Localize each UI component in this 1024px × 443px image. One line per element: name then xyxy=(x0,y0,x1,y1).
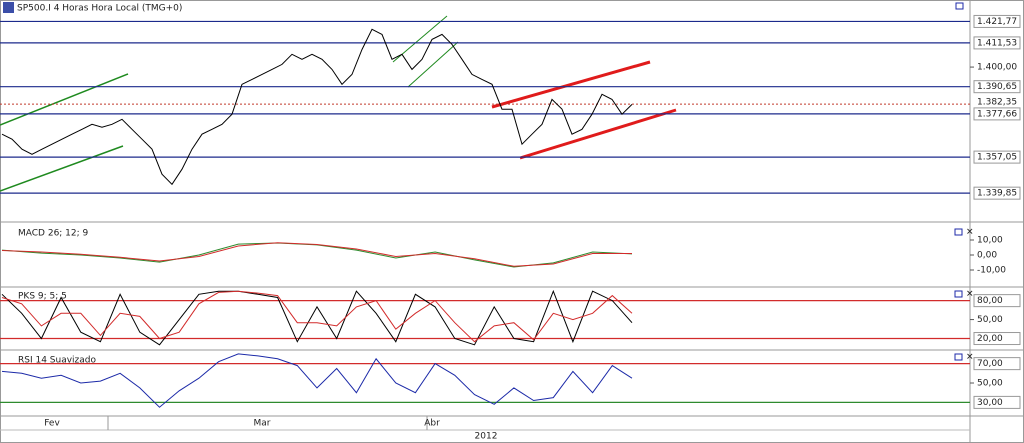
level-label: 1.390,65 xyxy=(977,82,1017,92)
trend-line xyxy=(0,73,129,126)
panel-title: MACD 26; 12; 9 xyxy=(18,229,89,239)
level-box xyxy=(973,357,1021,371)
maximize-icon[interactable] xyxy=(954,353,963,361)
level-box xyxy=(973,395,1021,409)
y-tick-label: 1.400,00 xyxy=(977,63,1017,73)
x-tick-label: Mar xyxy=(254,419,271,429)
level-box xyxy=(973,150,1021,164)
close-icon[interactable]: ✕ xyxy=(966,290,974,300)
panel-title: RSI 14 Suavizado xyxy=(18,356,97,366)
series-line xyxy=(1,289,633,346)
y-tick-label: 50,00 xyxy=(977,315,1003,325)
y-tick-label: 10,00 xyxy=(977,236,1003,246)
y-tick-label: 0,00 xyxy=(977,251,997,261)
symbol-icon[interactable] xyxy=(3,2,14,13)
y-tick-label: -10,00 xyxy=(977,266,1006,276)
level-box xyxy=(973,80,1021,94)
level-label: 1.357,05 xyxy=(977,153,1017,163)
channel-line xyxy=(519,108,677,160)
x-tick-label: Abr xyxy=(424,419,440,429)
level-box xyxy=(973,14,1021,28)
panel-title: PKS 9; 5; 5 xyxy=(18,292,67,302)
level-label: 1.411,53 xyxy=(977,38,1017,48)
maximize-icon[interactable] xyxy=(954,228,963,236)
level-box xyxy=(973,36,1021,50)
channel-line xyxy=(491,60,651,109)
panel-icons: ✕ ✕ ✕ xyxy=(954,2,974,363)
level-box xyxy=(973,294,1021,308)
maximize-icon[interactable] xyxy=(955,2,964,10)
level-label: 1.339,85 xyxy=(977,189,1017,199)
y-tick-label: 50,00 xyxy=(977,379,1003,389)
level-box xyxy=(973,332,1021,346)
level-label: 80,00 xyxy=(977,296,1003,306)
trend-line xyxy=(407,41,459,88)
level-label: 1.421,77 xyxy=(977,17,1017,27)
close-icon[interactable]: ✕ xyxy=(966,228,974,238)
x-tick-label: Fev xyxy=(44,419,60,429)
level-box xyxy=(973,107,1021,121)
level-label: 30,00 xyxy=(977,398,1003,408)
series-line xyxy=(1,242,632,267)
chart-title: SP500.I 4 Horas Hora Local (TMG+0) xyxy=(17,4,182,14)
series-line xyxy=(1,28,633,186)
series-line xyxy=(1,353,633,408)
close-icon[interactable]: ✕ xyxy=(966,353,974,363)
maximize-icon[interactable] xyxy=(954,290,963,298)
level-box xyxy=(973,186,1021,200)
x-axis-label: 2012 xyxy=(475,432,498,442)
level-label: 70,00 xyxy=(977,359,1003,369)
last-price-label: 1.382,35 xyxy=(977,98,1017,108)
level-label: 1.377,66 xyxy=(977,109,1017,119)
trend-line xyxy=(0,145,124,192)
level-label: 20,00 xyxy=(977,334,1003,344)
series-line xyxy=(1,290,633,343)
trend-lines xyxy=(0,15,677,192)
